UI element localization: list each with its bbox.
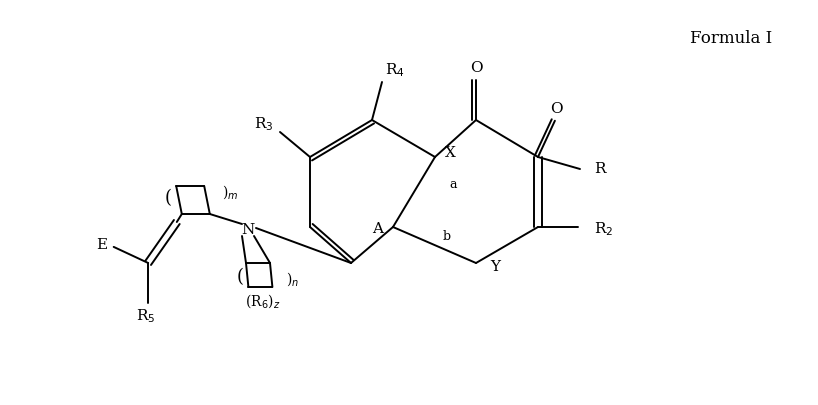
Text: R$_4$: R$_4$	[385, 61, 405, 79]
Text: A: A	[372, 222, 383, 236]
Text: )$_m$: )$_m$	[222, 183, 239, 201]
Text: (: (	[164, 189, 172, 207]
Text: O: O	[470, 61, 483, 75]
Text: R: R	[594, 162, 605, 176]
Text: Formula I: Formula I	[690, 30, 772, 47]
Text: X: X	[445, 146, 456, 160]
Text: O: O	[551, 102, 564, 116]
Text: E: E	[97, 238, 107, 252]
Text: R$_2$: R$_2$	[594, 220, 614, 238]
Text: Y: Y	[490, 260, 500, 274]
Text: R$_3$: R$_3$	[254, 115, 274, 133]
Text: N: N	[241, 223, 254, 237]
Text: (: (	[237, 268, 244, 286]
Text: b: b	[443, 230, 451, 243]
Text: (R$_6$)$_z$: (R$_6$)$_z$	[245, 292, 281, 310]
Text: R$_5$: R$_5$	[137, 307, 155, 325]
Text: )$_n$: )$_n$	[286, 270, 299, 288]
Text: a: a	[449, 177, 456, 190]
